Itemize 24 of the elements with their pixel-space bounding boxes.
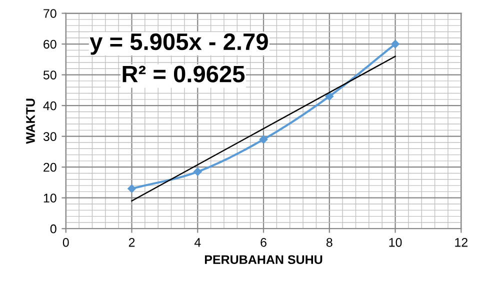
x-tick-label: 10: [389, 238, 402, 247]
y-tick-label: 30: [43, 132, 56, 141]
annotation: y = 5.905x - 2.79: [90, 33, 268, 55]
y-tick-label: 60: [44, 40, 56, 49]
x-tick-label: 4: [194, 238, 201, 247]
y-tick-label: 70: [44, 9, 56, 18]
y-tick-label: 50: [43, 70, 56, 80]
x-tick-label: 8: [326, 238, 332, 247]
x-tick-label: 12: [455, 238, 468, 247]
x-tick-label: 6: [260, 238, 266, 247]
x-tick-label: 2: [128, 238, 135, 247]
y-tick-label: 40: [43, 101, 56, 110]
point: [391, 40, 400, 48]
y-tick-label: 20: [44, 162, 56, 172]
point: [194, 168, 202, 176]
point: [325, 92, 334, 100]
y-tick-label: 0: [50, 224, 56, 234]
point: [128, 184, 136, 193]
x-tick-label: 0: [62, 238, 69, 247]
point: [259, 135, 268, 144]
x-axis-title: PERUBAHAN SUHU: [204, 255, 322, 264]
y-tick-label: 10: [44, 194, 56, 203]
annotation: R² = 0.9625: [122, 66, 245, 82]
y-axis-title: WAKTU: [26, 98, 35, 144]
